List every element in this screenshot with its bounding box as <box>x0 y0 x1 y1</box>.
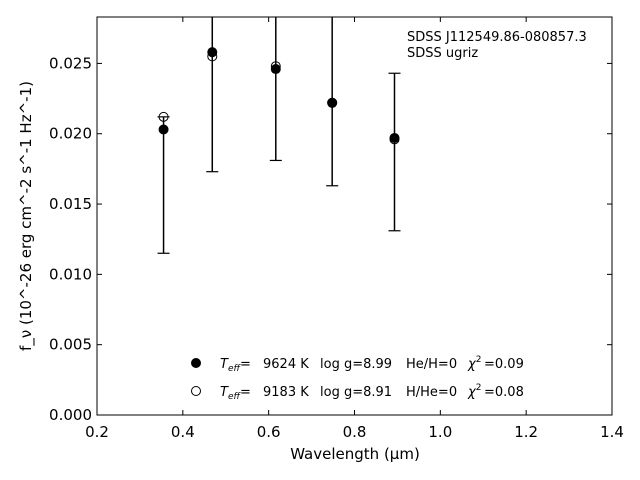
y-axis-label: f_ν (10^-26 erg cm^-2 s^-1 Hz^-1) <box>17 81 36 351</box>
legend-chi2-1: =0.09 <box>484 357 524 372</box>
model-point-open <box>327 97 338 108</box>
points-layer <box>158 47 400 145</box>
legend-chi2-2: =0.08 <box>484 385 524 400</box>
annotation-object-name: SDSS J112549.86-080857.3 <box>407 30 587 45</box>
x-tick-label: 1.2 <box>514 423 538 441</box>
model-point-open <box>158 111 169 122</box>
y-tick-label: 0.020 <box>49 125 92 143</box>
y-tick-label: 0.000 <box>49 406 92 424</box>
model-point-open <box>270 61 281 72</box>
legend-logg-1: log g=8.99 <box>320 357 392 372</box>
x-tick-label: 0.6 <box>257 423 281 441</box>
x-tick-label: 0.2 <box>85 423 109 441</box>
legend-logg-2: log g=8.91 <box>320 385 392 400</box>
model-point-filled <box>158 124 169 135</box>
legend-chi-label-2: χ2 <box>467 383 481 400</box>
plot-area <box>96 16 613 416</box>
model-point-open <box>389 134 400 145</box>
x-tick-label: 1.4 <box>600 423 624 441</box>
y-tick-label: 0.025 <box>49 54 92 72</box>
legend-marker-filled <box>191 358 201 368</box>
x-tick-label: 0.4 <box>171 423 195 441</box>
legend-composition-2: H/He=0 <box>406 385 457 400</box>
model-point-open <box>207 51 218 62</box>
legend-teff-label-2: Teff= <box>220 385 251 402</box>
y-tick-label: 0.015 <box>49 195 92 213</box>
legend: Teff= 9624 K log g=8.99 He/H=0 χ2 =0.09 … <box>191 355 524 402</box>
x-tick-label: 1.0 <box>428 423 452 441</box>
annotation-photometry: SDSS ugriz <box>407 46 478 61</box>
y-tick-label: 0.010 <box>49 265 92 283</box>
legend-teff-label-1: Teff= <box>220 357 251 374</box>
ticks-layer: 0.2 0.4 0.6 0.8 1.0 1.2 1.4 0.000 0.005 0.010 0.01… <box>49 17 624 441</box>
y-tick-label: 0.005 <box>49 336 92 354</box>
legend-composition-1: He/H=0 <box>406 357 457 372</box>
legend-teff-2: 9183 K <box>263 385 309 400</box>
legend-chi-label-1: χ2 <box>467 355 481 372</box>
model-point-filled <box>270 64 281 75</box>
legend-marker-open <box>191 386 201 396</box>
legend-teff-1: 9624 K <box>263 357 309 372</box>
x-tick-label: 0.8 <box>343 423 367 441</box>
x-axis-label: Wavelength (μm) <box>290 445 420 463</box>
